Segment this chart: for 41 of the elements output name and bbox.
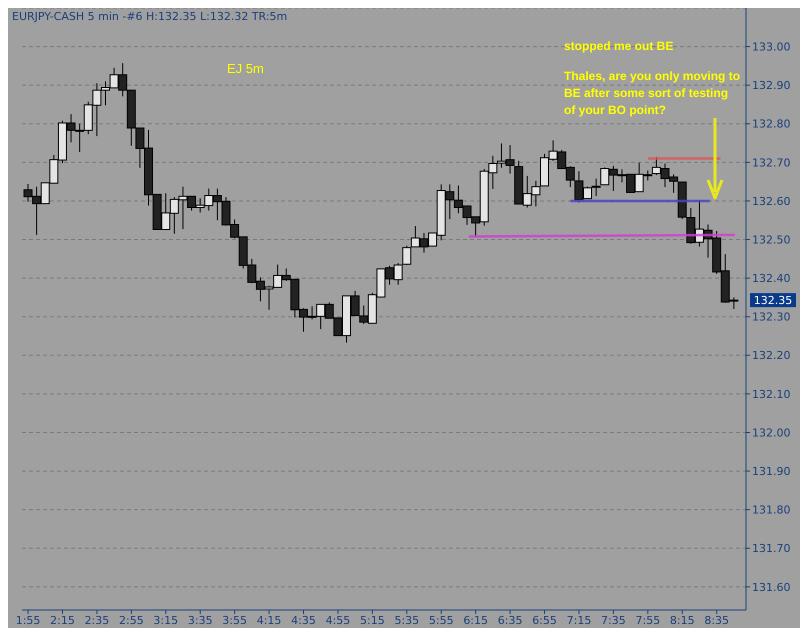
y-tick-label: 131.60 [752,580,790,594]
y-tick-label: 132.20 [752,349,790,362]
y-tick-label: 132.00 [752,426,790,440]
y-tick-label: 132.60 [752,194,790,208]
y-tick-label: 132.90 [752,79,790,92]
x-tick-label: 6:35 [498,614,522,627]
x-tick-label: 8:15 [670,614,695,627]
x-tick-label: 7:15 [566,614,592,627]
x-tick-label: 8:35 [704,614,730,627]
y-tick-label: 132.70 [752,156,790,170]
x-tick-label: 4:55 [326,614,350,627]
text: 132.35 [754,294,792,308]
y-tick-label: 131.90 [752,464,790,478]
y-tick-label: 132.80 [752,118,790,131]
annotation: stopped me out BE [564,39,674,53]
x-tick-label: 3:15 [153,614,178,627]
y-tick-label: 132.50 [752,233,790,246]
y-tick-label: 132.10 [752,388,790,401]
x-tick-label: 4:15 [256,614,282,627]
x-tick-label: 5:15 [360,614,385,627]
y-tick-label: 133.00 [752,40,790,54]
x-tick-label: 3:55 [222,614,248,627]
y-tick-label: 132.30 [752,310,790,324]
x-tick-label: 1:55 [16,614,40,627]
annotation: EJ 5m [227,60,265,77]
y-tick-label: 131.70 [752,542,790,556]
x-tick-label: 2:35 [84,614,110,627]
x-tick-label: 2:15 [50,614,75,627]
annotation: Thales, are you only moving to BE after some sort of testing of your BO point? [564,68,742,119]
chart-title: EURJPY-CASH 5 min -#6 H:132.35 L:132.32 TR:5m [12,10,288,23]
y-tick-label: 132.40 [752,272,790,286]
x-tick-label: 6:15 [463,614,488,627]
x-tick-label: 6:55 [532,614,557,627]
x-tick-label: 7:35 [601,614,626,627]
x-tick-label: 2:55 [119,614,144,627]
x-tick-label: 3:35 [188,614,213,627]
x-tick-label: 4:35 [291,614,316,627]
x-tick-label: 5:55 [428,614,454,627]
x-tick-label: 5:35 [394,614,420,627]
x-tick-label: 7:55 [635,614,660,627]
y-tick-label: 131.80 [752,504,790,517]
